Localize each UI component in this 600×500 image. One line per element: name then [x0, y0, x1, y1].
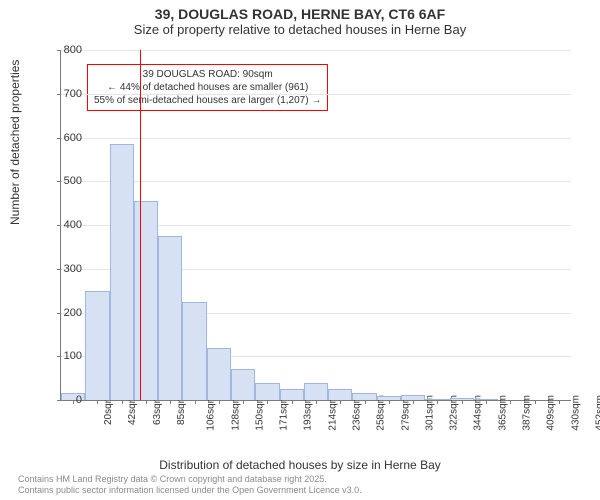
annotation-line3: 55% of semi-detached houses are larger (…	[94, 94, 321, 107]
gridline	[61, 138, 571, 139]
xtick-mark	[170, 400, 171, 404]
xtick-label: 258sqm	[376, 395, 387, 431]
histogram-bar	[231, 369, 255, 400]
xtick-mark	[535, 400, 536, 404]
ytick-label: 300	[52, 263, 82, 275]
xtick-mark	[122, 400, 123, 404]
y-axis-label: Number of detached properties	[8, 60, 22, 225]
ytick-label: 0	[52, 394, 82, 406]
annotation-box: 39 DOUGLAS ROAD: 90sqm ← 44% of detached…	[87, 64, 328, 111]
histogram-bar	[85, 291, 109, 400]
xtick-mark	[146, 400, 147, 404]
xtick-label: 387sqm	[522, 395, 533, 431]
ytick-label: 600	[52, 132, 82, 144]
annotation-line1: 39 DOUGLAS ROAD: 90sqm	[94, 68, 321, 81]
x-axis-label: Distribution of detached houses by size …	[0, 458, 600, 472]
xtick-label: 128sqm	[230, 395, 241, 431]
xtick-mark	[462, 400, 463, 404]
ytick-label: 800	[52, 44, 82, 56]
xtick-label: 409sqm	[546, 395, 557, 431]
marker-line	[140, 50, 141, 400]
footer-line1: Contains HM Land Registry data © Crown c…	[18, 474, 362, 485]
histogram-bar	[207, 348, 231, 401]
title-block: 39, DOUGLAS ROAD, HERNE BAY, CT6 6AF Siz…	[0, 0, 600, 37]
xtick-label: 301sqm	[424, 395, 435, 431]
chart-container: 39, DOUGLAS ROAD, HERNE BAY, CT6 6AF Siz…	[0, 0, 600, 500]
xtick-label: 452sqm	[594, 395, 600, 431]
xtick-label: 344sqm	[473, 395, 484, 431]
xtick-mark	[365, 400, 366, 404]
xtick-mark	[559, 400, 560, 404]
xtick-label: 279sqm	[400, 395, 411, 431]
xtick-label: 150sqm	[254, 395, 265, 431]
xtick-mark	[437, 400, 438, 404]
xtick-mark	[267, 400, 268, 404]
annotation-line2: ← 44% of detached houses are smaller (96…	[94, 81, 321, 94]
gridline	[61, 94, 571, 95]
xtick-mark	[219, 400, 220, 404]
gridline	[61, 181, 571, 182]
xtick-label: 106sqm	[206, 395, 217, 431]
histogram-bar	[280, 389, 304, 400]
xtick-mark	[413, 400, 414, 404]
xtick-mark	[97, 400, 98, 404]
gridline	[61, 50, 571, 51]
title-line2: Size of property relative to detached ho…	[0, 22, 600, 37]
histogram-bar	[328, 389, 352, 400]
xtick-label: 171sqm	[279, 395, 290, 431]
title-line1: 39, DOUGLAS ROAD, HERNE BAY, CT6 6AF	[0, 6, 600, 22]
ytick-label: 200	[52, 307, 82, 319]
ytick-label: 400	[52, 219, 82, 231]
footer-line2: Contains public sector information licen…	[18, 485, 362, 496]
xtick-mark	[389, 400, 390, 404]
footer: Contains HM Land Registry data © Crown c…	[18, 474, 362, 496]
xtick-label: 236sqm	[352, 395, 363, 431]
xtick-label: 193sqm	[303, 395, 314, 431]
xtick-mark	[316, 400, 317, 404]
histogram-bar	[255, 383, 279, 401]
xtick-label: 365sqm	[497, 395, 508, 431]
chart-plot-area: 39 DOUGLAS ROAD: 90sqm ← 44% of detached…	[60, 50, 571, 401]
xtick-label: 322sqm	[449, 395, 460, 431]
histogram-bar	[304, 383, 328, 401]
ytick-label: 100	[52, 350, 82, 362]
xtick-mark	[340, 400, 341, 404]
xtick-mark	[195, 400, 196, 404]
histogram-bar	[110, 144, 134, 400]
xtick-mark	[292, 400, 293, 404]
xtick-mark	[510, 400, 511, 404]
xtick-mark	[486, 400, 487, 404]
histogram-bar	[158, 236, 182, 400]
ytick-label: 700	[52, 88, 82, 100]
xtick-mark	[243, 400, 244, 404]
histogram-bar	[134, 201, 158, 400]
xtick-label: 430sqm	[570, 395, 581, 431]
ytick-label: 500	[52, 175, 82, 187]
histogram-bar	[182, 302, 206, 400]
xtick-label: 214sqm	[327, 395, 338, 431]
